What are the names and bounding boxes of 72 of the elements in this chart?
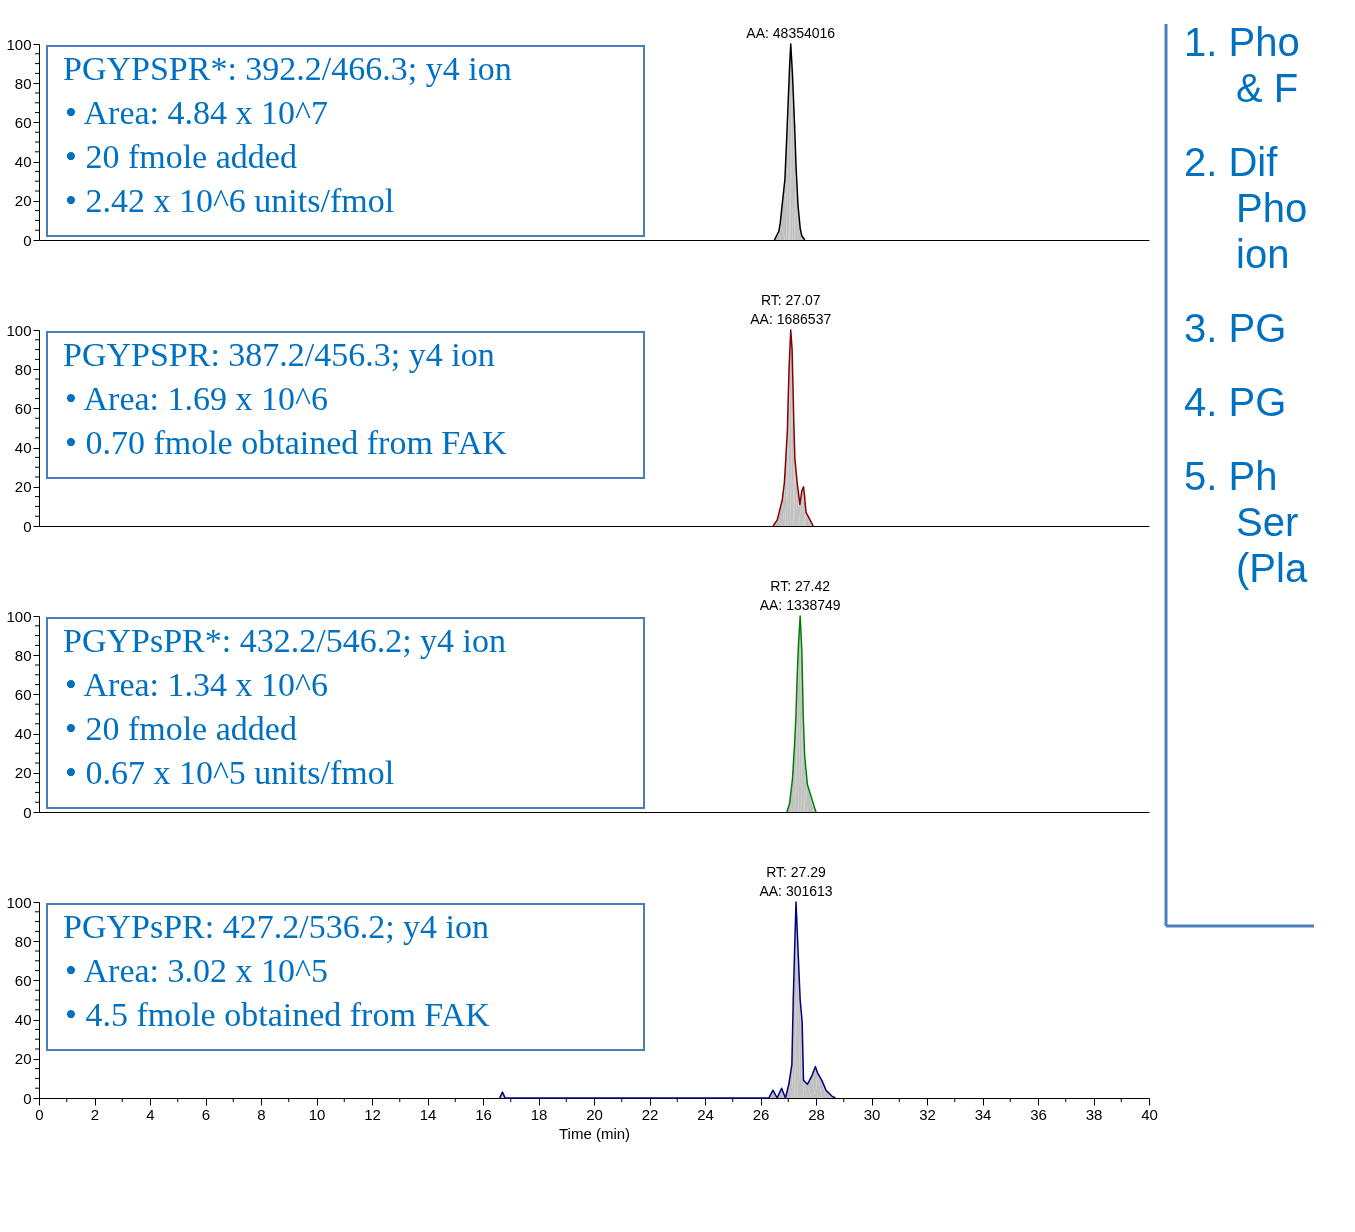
y-tick-label: 60 [14,971,32,989]
x-axis-title: Time (min) [558,1124,631,1142]
text: • Area: 1.34 x 10^6 [65,666,328,703]
text: RT: 27.42 [770,578,831,594]
text: 1. Pho & F [1184,20,1300,110]
y-tick-label: 60 [14,685,32,703]
x-tick-label: 22 [641,1105,659,1123]
chart-title: PGYPSPR*: 392.2/466.3; y4 ion [63,50,512,87]
x-tick-label: 28 [808,1105,825,1123]
y-tick-label: 0 [23,803,32,821]
text: • Area: 3.02 x 10^5 [65,952,328,989]
x-tick-label: 12 [364,1105,381,1123]
y-tick-label: 100 [6,321,32,339]
text: • Area: 1.69 x 10^6 [65,380,328,417]
text: • 20 fmole added [65,710,297,747]
text: AA: 48354016 [746,25,836,41]
x-tick-label: 34 [974,1105,992,1123]
text: • 2.42 x 10^6 units/fmol [65,182,395,219]
y-tick-label: 80 [14,646,32,664]
text: 3. PG [1184,306,1287,350]
x-tick-label: 38 [1085,1105,1103,1123]
y-tick-label: 80 [14,74,32,92]
text: • 0.70 fmole obtained from FAK [65,424,507,461]
text: 2. Dif Pho ion [1184,140,1308,276]
x-tick-label: 2 [90,1105,100,1123]
x-tick-label: 24 [697,1105,714,1123]
x-tick-label: 40 [1141,1105,1158,1123]
x-tick-label: 16 [475,1105,492,1123]
x-tick-label: 36 [1030,1105,1047,1123]
chart-title: PGYPSPR: 387.2/456.3; y4 ion [63,336,495,373]
text: AA: 1686537 [750,311,832,327]
y-tick-label: 60 [14,399,32,417]
x-tick-label: 20 [586,1105,603,1123]
y-tick-label: 20 [14,1050,32,1068]
y-tick-label: 80 [14,932,32,950]
y-tick-label: 20 [14,764,32,782]
y-tick-label: 40 [14,1011,32,1029]
text: AA: 1338749 [759,597,841,613]
x-tick-label: 10 [308,1105,326,1123]
y-tick-label: 100 [6,607,32,625]
y-tick-label: 0 [23,517,32,535]
x-tick-label: 14 [419,1105,437,1123]
text: • Area: 4.84 x 10^7 [65,94,328,131]
y-tick-label: 40 [14,153,32,171]
text: 4. PG [1184,380,1287,424]
x-tick-label: 18 [530,1105,548,1123]
y-tick-label: 100 [6,893,32,911]
y-tick-label: 80 [14,360,32,378]
y-tick-label: 100 [6,35,32,53]
x-tick-label: 32 [919,1105,936,1123]
x-tick-label: 4 [146,1105,155,1123]
x-tick-label: 8 [257,1105,266,1123]
y-tick-label: 20 [14,192,32,210]
text: • 0.67 x 10^5 units/fmol [65,754,395,791]
x-tick-label: 26 [752,1105,770,1123]
text: • 20 fmole added [65,138,297,175]
y-tick-label: 20 [14,478,32,496]
y-tick-label: 40 [14,725,32,743]
text: RT: 27.29 [766,864,827,880]
y-tick-label: 0 [23,231,32,249]
x-tick-label: 6 [201,1105,211,1123]
y-tick-label: 0 [23,1089,32,1107]
y-tick-label: 40 [14,439,32,457]
x-tick-label: 0 [35,1105,44,1123]
y-tick-label: 60 [14,113,32,131]
text: AA: 301613 [759,883,833,899]
text: 5. Ph Ser (Pla [1184,454,1308,590]
chart-title: PGYPsPR*: 432.2/546.2; y4 ion [63,622,507,659]
text: RT: 27.07 [760,292,821,308]
text: • 4.5 fmole obtained from FAK [65,996,490,1033]
x-tick-label: 30 [863,1105,881,1123]
chart-title: PGYPsPR: 427.2/536.2; y4 ion [63,908,490,945]
